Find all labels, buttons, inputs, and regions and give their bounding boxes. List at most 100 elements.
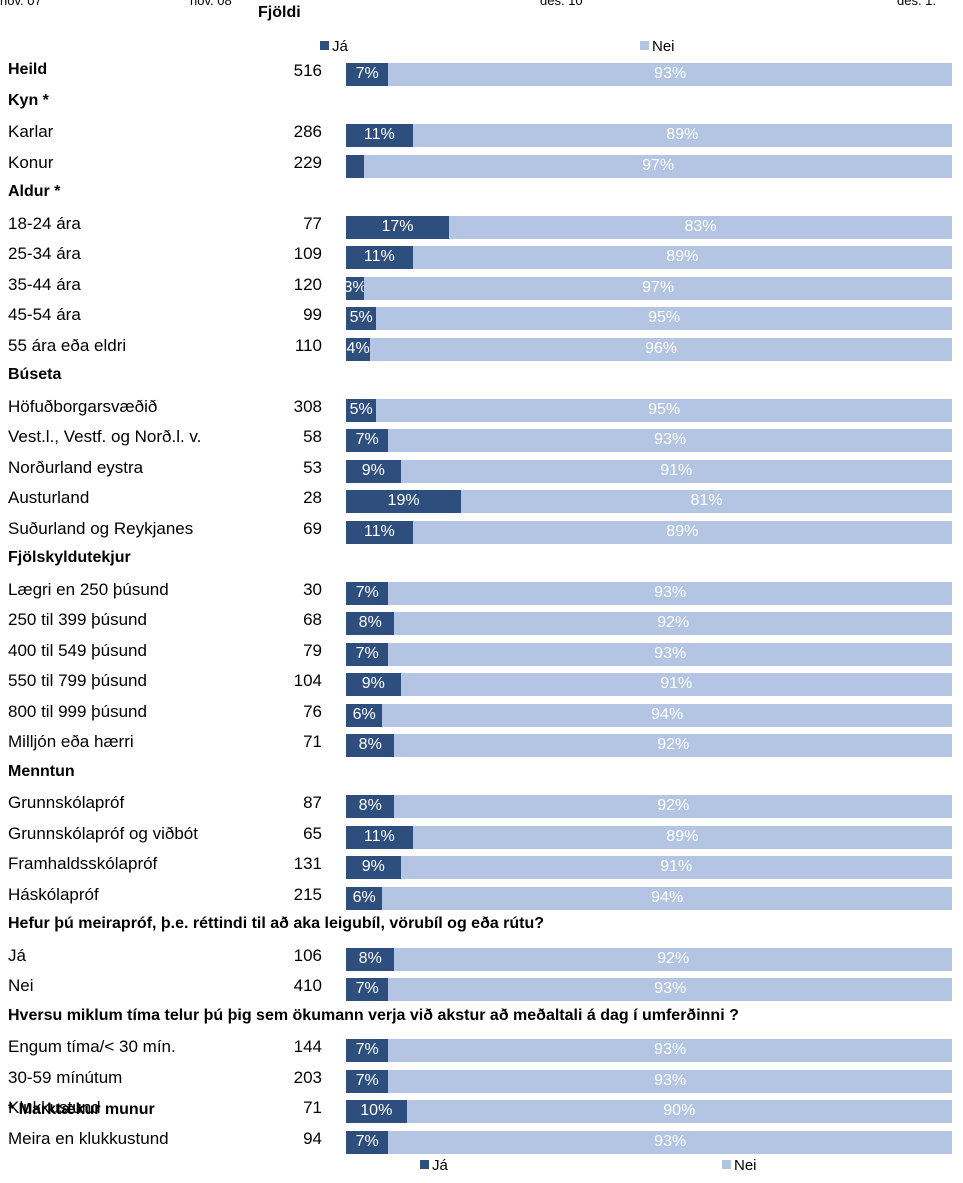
data-label-ja: 8% (358, 797, 382, 814)
count-value: 106 (293, 945, 322, 965)
count-value: 30 (303, 579, 322, 599)
category-row: Klukkustund 71 10% 90% (0, 1093, 963, 1123)
data-label-ja: 7% (355, 644, 379, 662)
category-label: 55 ára eða eldri (8, 335, 127, 355)
count-value: 99 (303, 305, 322, 324)
data-label-nei: 93% (654, 65, 687, 82)
category-label: 25-34 ára (8, 244, 81, 263)
group-heading: Búseta (8, 366, 62, 383)
category-row: 30-59 mínútum 203 7% 93% (0, 1063, 963, 1093)
data-label-ja: 6% (352, 888, 376, 906)
category-row: Höfuðborgarsvæðið 308 5% 95% (0, 392, 963, 422)
data-label-ja: 8% (358, 614, 382, 631)
data-label-nei: 83% (684, 217, 717, 235)
data-label-nei: 92% (657, 736, 690, 753)
legend-label-nei: Nei (652, 38, 675, 55)
category-label: 800 til 999 þúsund (8, 701, 147, 721)
category-row: 35-44 ára 120 3% 97% (0, 270, 963, 300)
bar-segment-nei: 93% (388, 978, 952, 1001)
data-label-ja: 9% (361, 675, 385, 692)
bar-segment-nei: 92% (394, 795, 952, 818)
data-label-nei: 93% (654, 1132, 687, 1150)
stacked-bar: 8% 92% (346, 795, 952, 818)
category-row: 400 til 549 þúsund 79 7% 93% (0, 636, 963, 666)
group-heading-row: Hversu miklum tíma telur þú þig sem ökum… (0, 1002, 963, 1032)
group-heading-row: Fjölskyldutekjur (0, 544, 963, 574)
bar-segment-nei: 91% (400, 856, 952, 879)
category-row: Engum tíma/< 30 mín. 144 7% 93% (0, 1032, 963, 1062)
count-value: 71 (303, 1098, 322, 1117)
category-row: Konur 229 97% (0, 148, 963, 178)
group-heading-row: Heild 516 7% 93% (0, 56, 963, 86)
legend-swatch-ja (420, 1160, 429, 1169)
category-row: Austurland 28 19% 81% (0, 483, 963, 513)
category-label: Nei (8, 976, 34, 995)
data-label-ja: 7% (355, 583, 379, 601)
legend-swatch-ja (320, 41, 329, 50)
bar-segment-nei: 95% (376, 398, 952, 422)
stacked-bar: 17% 83% (346, 215, 952, 239)
data-label-nei: 95% (648, 400, 681, 418)
count-value: 28 (303, 488, 322, 507)
data-label-nei: 89% (666, 827, 699, 845)
bar-segment-ja: 9% (346, 673, 401, 696)
category-label: Grunnskólapróf og viðbót (8, 823, 198, 843)
bar-segment-nei: 89% (412, 825, 952, 849)
stacked-bar: 7% 93% (346, 1039, 952, 1062)
legend-top-ja: Já (320, 38, 348, 55)
category-label: Norðurland eystra (8, 457, 144, 477)
bar-segment-nei: 93% (388, 581, 952, 605)
bar-segment-nei: 81% (461, 490, 952, 513)
top-cut-labels: nóv. 07 nóv. 08 des. 10 des. 1. (0, 0, 963, 8)
bar-segment-ja: 11% (346, 825, 413, 849)
count-value: 308 (293, 396, 322, 416)
data-label-ja: 7% (355, 431, 379, 448)
count-value: 120 (293, 274, 322, 294)
count-value: 215 (293, 884, 322, 904)
category-label: Engum tíma/< 30 mín. (8, 1037, 176, 1056)
count-value: 76 (303, 701, 322, 721)
bar-segment-nei: 93% (388, 1039, 952, 1062)
category-row: 18-24 ára 77 17% 83% (0, 209, 963, 239)
category-label: Klukkustund (8, 1098, 101, 1117)
data-label-ja: 7% (355, 1071, 379, 1089)
stacked-bar: 19% 81% (346, 490, 952, 513)
count-value: 110 (294, 335, 322, 355)
bar-segment-ja: 6% (346, 886, 383, 910)
stacked-bar: 11% 89% (346, 520, 952, 544)
bar-segment-nei: 97% (364, 154, 952, 178)
data-label-nei: 93% (654, 583, 687, 601)
stacked-bar: 97% (346, 154, 952, 178)
count-value: 203 (293, 1067, 322, 1087)
count-value: 58 (303, 427, 322, 446)
stacked-bar: 5% 95% (346, 307, 952, 330)
data-label-ja: 5% (349, 309, 373, 326)
category-label: Lægri en 250 þúsund (8, 579, 169, 599)
data-label-nei: 91% (660, 461, 693, 479)
data-label-nei: 92% (657, 614, 690, 631)
bar-segment-ja: 7% (346, 581, 389, 605)
data-label-ja: 19% (387, 492, 420, 509)
top-cut-label: nóv. 08 (190, 0, 232, 8)
bar-segment-nei: 89% (412, 124, 952, 147)
bar-segment-nei: 92% (394, 947, 952, 971)
category-label: Grunnskólapróf (8, 793, 125, 812)
stacked-bar: 6% 94% (346, 886, 952, 910)
bar-segment-ja: 17% (346, 215, 450, 239)
bar-segment-nei: 91% (400, 459, 952, 483)
data-label-nei: 91% (660, 675, 693, 692)
bar-segment-ja: 11% (346, 124, 413, 147)
data-label-nei: 94% (651, 888, 684, 906)
category-row: 250 til 399 þúsund 68 8% 92% (0, 605, 963, 635)
category-row: 45-54 ára 99 5% 95% (0, 300, 963, 330)
bar-segment-nei: 94% (382, 703, 952, 727)
stacked-bar: 10% 90% (346, 1100, 952, 1123)
stacked-bar: 11% 89% (346, 246, 952, 269)
stacked-bar: 11% 89% (346, 124, 952, 147)
category-row: Vest.l., Vestf. og Norð.l. v. 58 7% 93% (0, 422, 963, 452)
bar-segment-nei: 93% (388, 642, 952, 666)
category-row: Nei 410 7% 93% (0, 971, 963, 1001)
data-label-nei: 90% (663, 1102, 696, 1119)
bar-segment-ja: 9% (346, 459, 401, 483)
